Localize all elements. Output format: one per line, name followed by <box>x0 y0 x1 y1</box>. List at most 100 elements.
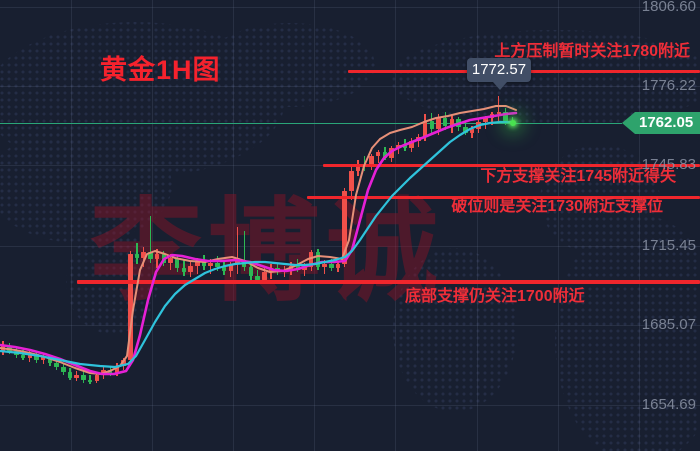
candle-body <box>34 353 39 361</box>
price-axis-label: 1715.45 <box>641 237 696 254</box>
candle-body <box>295 265 301 270</box>
candle-wick <box>196 257 198 274</box>
support-note-1700: 底部支撑仍关注1700附近 <box>405 288 585 305</box>
ma-mid <box>0 111 518 376</box>
candle-body <box>369 156 374 167</box>
candle-body <box>174 257 180 269</box>
candle-body <box>463 127 468 133</box>
candle-body <box>181 268 187 273</box>
candle-body <box>375 152 381 157</box>
candle-body <box>262 272 267 281</box>
vertical-gridline <box>395 0 396 451</box>
vertical-gridline <box>233 0 234 451</box>
candle-wick <box>149 215 152 263</box>
candle-body <box>61 366 66 373</box>
candle-body <box>315 252 321 267</box>
current-price-dot <box>510 120 516 126</box>
candle-body <box>228 264 234 271</box>
candle-body <box>302 266 307 270</box>
candle-body <box>188 265 193 273</box>
support-line-1730 <box>307 196 700 199</box>
candle-body <box>221 266 227 271</box>
support-line-1700 <box>77 280 700 284</box>
candle-wick <box>303 262 306 277</box>
high-price-value: 1772.57 <box>471 61 527 78</box>
vertical-gridline <box>558 0 559 451</box>
support-note-1730: 破位则是关注1730附近支撑位 <box>451 198 663 215</box>
watermark: 李博诚 <box>90 189 444 314</box>
ma-slow <box>0 120 514 369</box>
candle-wick <box>210 259 212 274</box>
candle-body <box>121 360 126 366</box>
candle-body <box>355 164 361 171</box>
candle-body <box>94 374 100 382</box>
horizontal-gridline <box>0 405 700 406</box>
support-note-1745: 下方支撑关注1745附近得失 <box>480 168 676 185</box>
horizontal-gridline <box>0 86 700 87</box>
price-axis-label: 1654.69 <box>641 396 696 413</box>
candle-body <box>248 266 254 277</box>
support-line-1745 <box>323 164 700 167</box>
resistance-note-1780: 上方压制暂时关注1780附近 <box>494 43 690 60</box>
candle-body <box>40 356 46 361</box>
candle-wick <box>498 95 500 121</box>
candle-body <box>208 262 213 266</box>
vertical-gridline <box>477 0 478 451</box>
price-axis-label: 1806.60 <box>641 0 696 15</box>
vertical-gridline <box>314 0 315 451</box>
candle-body <box>382 152 388 158</box>
candle-body <box>335 264 341 269</box>
candle-body <box>422 120 428 137</box>
chart-title: 黄金1H图 <box>100 55 221 85</box>
candle-body <box>429 120 435 129</box>
candle-body <box>81 374 86 381</box>
horizontal-gridline <box>0 7 700 8</box>
price-axis-label: 1776.22 <box>641 77 696 94</box>
candle-body <box>154 253 160 260</box>
candle-body <box>255 276 260 281</box>
candle-body <box>54 363 59 367</box>
candle-body <box>27 353 33 358</box>
candle-wick <box>323 260 326 274</box>
vertical-gridline <box>639 0 640 451</box>
horizontal-gridline <box>0 246 700 247</box>
candle-body <box>141 252 146 258</box>
candle-body <box>114 365 120 374</box>
candle-body <box>402 144 408 149</box>
candle-wick <box>243 231 245 271</box>
current-price-tag[interactable]: 1762.05 <box>622 112 700 134</box>
ma-fast <box>0 105 517 375</box>
high-price-tooltip: 1772.57 <box>467 58 531 90</box>
candle-body <box>67 372 73 378</box>
candle-body <box>442 118 448 127</box>
candle-body <box>215 262 220 267</box>
candle-wick <box>484 115 487 129</box>
candle-body <box>483 118 488 123</box>
candle-wick <box>89 374 91 385</box>
candle-body <box>409 140 414 149</box>
horizontal-gridline <box>0 325 700 326</box>
candle-body <box>148 252 153 260</box>
candle-body <box>503 111 508 121</box>
candle-wick <box>183 260 185 277</box>
candle-wick <box>491 111 493 125</box>
candle-wick <box>236 227 239 274</box>
price-axis-label: 1745.83 <box>641 156 696 173</box>
candle-wick <box>377 149 379 163</box>
candle-body <box>469 128 475 133</box>
current-price-value: 1762.05 <box>639 114 694 131</box>
price-axis-label: 1685.07 <box>641 316 696 333</box>
candle-body <box>168 257 173 263</box>
candle-body <box>329 264 334 269</box>
candle-body <box>349 170 354 191</box>
candle-body <box>449 119 455 127</box>
candle-body <box>436 118 441 129</box>
candle-body <box>496 111 502 115</box>
candle-body <box>87 380 93 382</box>
candle-body <box>47 356 53 364</box>
tooltip-arrow-icon <box>493 82 507 90</box>
candle-body <box>342 190 347 265</box>
